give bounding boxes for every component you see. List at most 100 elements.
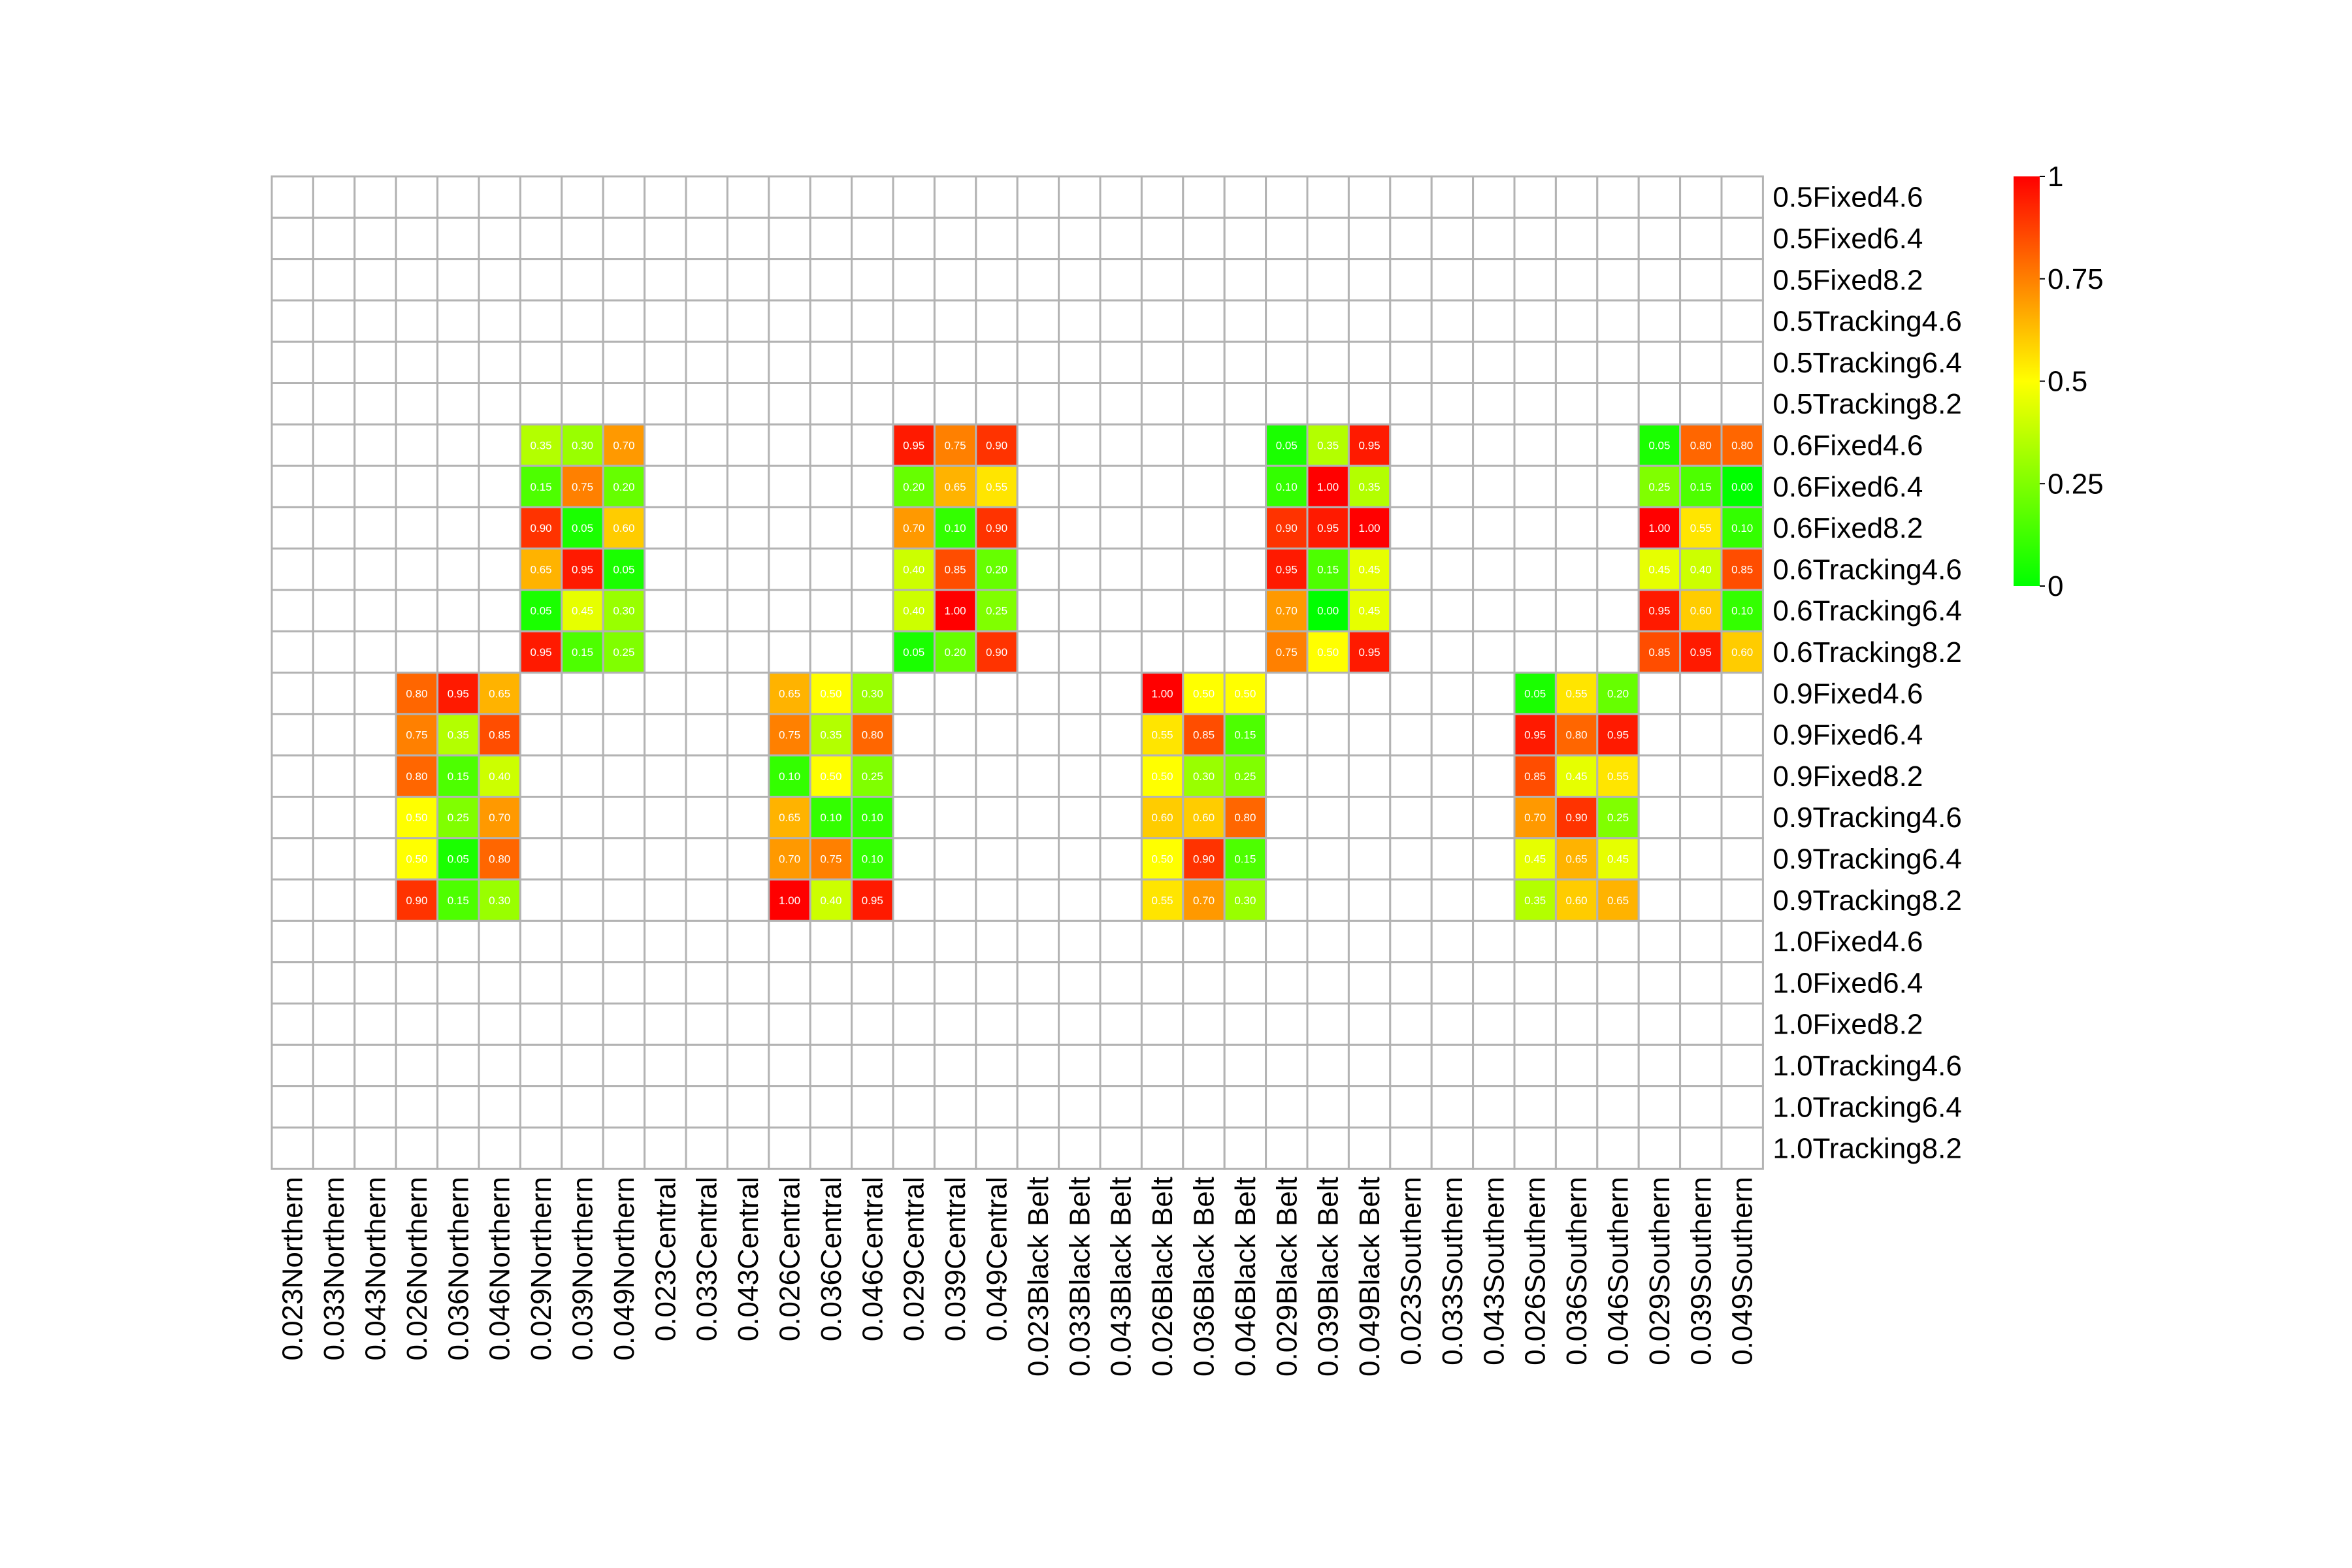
heatmap-cell-empty	[1637, 299, 1682, 343]
heatmap-cell-empty	[1016, 837, 1060, 881]
heatmap-cell-empty	[561, 1002, 604, 1046]
heatmap-cell-empty	[1347, 382, 1392, 426]
heatmap-cell-empty	[1430, 547, 1475, 591]
column-label: 0.043Central	[732, 1177, 764, 1341]
heatmap-cell-empty	[353, 1043, 397, 1088]
heatmap-cell-empty	[726, 423, 770, 467]
heatmap-cell-empty	[1637, 382, 1682, 426]
column-label: 0.036Central	[815, 1177, 847, 1341]
column-label: 0.023Black Belt	[1022, 1177, 1054, 1377]
heatmap-cell-empty	[1637, 837, 1682, 881]
heatmap-cell-empty	[1596, 258, 1640, 302]
heatmap-cell-empty	[312, 1085, 356, 1129]
heatmap-cell-empty	[270, 423, 314, 467]
heatmap-cell-empty	[353, 796, 397, 840]
heatmap-cell-empty	[644, 465, 687, 508]
heatmap-cell-label: 0.05	[531, 605, 552, 617]
heatmap-cell-empty	[975, 837, 1019, 881]
heatmap-cell-empty	[1265, 340, 1309, 385]
heatmap-cell-empty	[1306, 878, 1350, 922]
heatmap-cell-empty	[851, 175, 894, 219]
heatmap-cell-empty	[478, 382, 521, 426]
heatmap-cell-empty	[519, 878, 563, 922]
heatmap-cell-empty	[644, 258, 687, 302]
heatmap-cell-empty	[1637, 258, 1682, 302]
heatmap-cell	[975, 589, 1019, 632]
heatmap-cell-empty	[1554, 919, 1599, 964]
heatmap-cell-empty	[561, 796, 604, 840]
row-label: 0.6Tracking6.4	[1772, 595, 1961, 627]
column-label: 0.043Southern	[1478, 1177, 1510, 1365]
heatmap-cell-empty	[353, 1085, 397, 1129]
heatmap-cell-empty	[809, 465, 853, 508]
heatmap-cell-empty	[1182, 423, 1226, 467]
heatmap-cell-empty	[768, 382, 811, 426]
heatmap-cell-empty	[1265, 672, 1309, 715]
heatmap-cell-empty	[1182, 589, 1226, 632]
heatmap-cell	[519, 547, 563, 591]
heatmap-cell-label: 0.50	[1152, 853, 1173, 865]
heatmap-cell-empty	[1513, 1002, 1557, 1046]
heatmap-cell-label: 0.10	[862, 853, 883, 865]
heatmap-cell-empty	[1430, 589, 1475, 632]
heatmap-cell	[436, 754, 480, 798]
heatmap-cell-empty	[1596, 547, 1640, 591]
row-label: 0.9Tracking6.4	[1772, 843, 1961, 875]
heatmap-cell-empty	[892, 1043, 936, 1088]
heatmap-cell-empty	[768, 919, 811, 964]
heatmap-cell-empty	[1513, 1043, 1557, 1088]
heatmap-cell-label: 0.30	[862, 687, 883, 700]
heatmap-cell-empty	[851, 382, 894, 426]
heatmap-cell-empty	[1058, 258, 1102, 302]
heatmap-cell-empty	[478, 630, 521, 674]
heatmap-cell-empty	[685, 465, 728, 508]
heatmap-cell-empty	[1596, 630, 1640, 674]
column-label: 0.039Southern	[1685, 1177, 1717, 1365]
heatmap-cell-empty	[726, 258, 770, 302]
heatmap-cell	[602, 506, 646, 550]
heatmap-cell-label: 0.60	[1690, 605, 1712, 617]
heatmap-cell-empty	[685, 1126, 728, 1170]
heatmap-cell-empty	[933, 175, 977, 219]
heatmap-cell-empty	[561, 919, 604, 964]
heatmap-cell-empty	[270, 340, 314, 385]
heatmap-cell-empty	[933, 340, 977, 385]
heatmap-cell-empty	[1430, 506, 1475, 550]
heatmap-cell-label: 0.75	[1276, 646, 1298, 659]
column-label: 0.033Central	[691, 1177, 723, 1341]
heatmap-cell-empty	[1306, 837, 1350, 881]
heatmap-cell-empty	[685, 423, 728, 467]
heatmap-cell-empty	[1182, 340, 1226, 385]
heatmap-cell-empty	[1637, 216, 1682, 261]
heatmap-cell-label: 0.35	[1359, 481, 1380, 493]
heatmap-cell-empty	[270, 961, 314, 1005]
heatmap-cell-empty	[1389, 547, 1433, 591]
heatmap-cell-empty	[353, 672, 397, 715]
heatmap-cell-label: 0.55	[1152, 894, 1173, 907]
heatmap-cell-empty	[768, 175, 811, 219]
column-label: 0.026Southern	[1520, 1177, 1552, 1365]
heatmap-cell-empty	[1720, 796, 1764, 840]
heatmap-cell	[395, 672, 439, 715]
heatmap-cell-empty	[1099, 1085, 1143, 1129]
heatmap-cell-label: 0.00	[1317, 605, 1339, 617]
heatmap-cell-empty	[1596, 1085, 1640, 1129]
heatmap-cell-empty	[892, 1126, 936, 1170]
heatmap-cell-empty	[892, 1002, 936, 1046]
heatmap-cell-empty	[1099, 630, 1143, 674]
heatmap-cell-label: 0.65	[489, 687, 510, 700]
heatmap-cell-empty	[1265, 754, 1309, 798]
heatmap-cell-empty	[602, 961, 646, 1005]
heatmap-cell-empty	[312, 258, 356, 302]
heatmap-cell-empty	[1140, 961, 1184, 1005]
heatmap-cell-label: 1.00	[779, 894, 800, 907]
heatmap-cell-label: 0.95	[1524, 729, 1546, 742]
row-label: 0.5Tracking6.4	[1772, 347, 1961, 379]
heatmap-cell-empty	[312, 299, 356, 343]
heatmap-cell-label: 0.10	[820, 811, 841, 824]
heatmap-cell-empty	[1347, 961, 1392, 1005]
heatmap-cell-empty	[685, 1002, 728, 1046]
heatmap-cell-empty	[1016, 630, 1060, 674]
heatmap-cell	[809, 713, 853, 757]
column-label: 0.039Central	[939, 1177, 972, 1341]
